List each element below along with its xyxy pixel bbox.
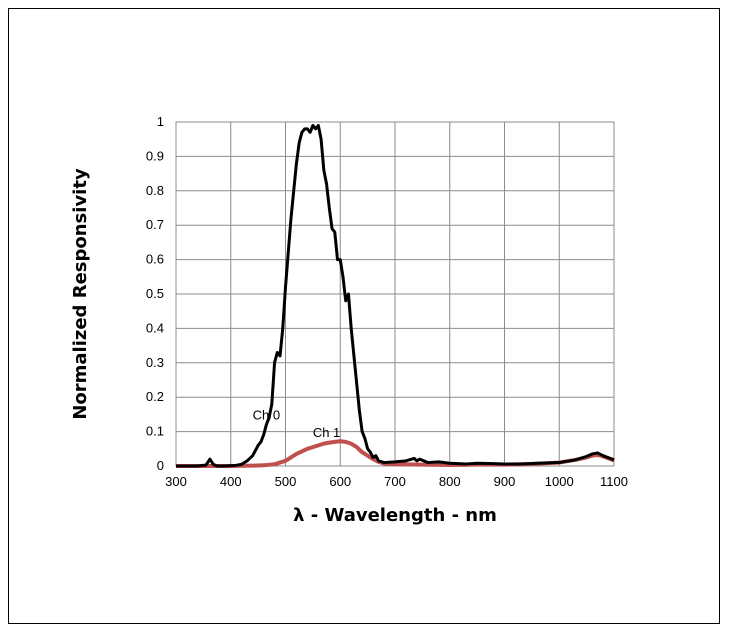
y-tick-label: 0.4: [146, 320, 164, 335]
x-axis-title: λ - Wavelength - nm: [293, 505, 497, 526]
y-tick-label: 0.3: [146, 355, 164, 370]
x-tick-label: 300: [165, 474, 187, 489]
grid-lines: [175, 121, 615, 467]
y-tick-label: 0.8: [146, 183, 164, 198]
x-tick-labels: 300 400 500 600 700 800 900 1000 1100: [165, 474, 628, 489]
x-tick-label: 500: [275, 474, 297, 489]
series-line-ch-0: [176, 123, 615, 468]
annotation-layer: Ch 0 Ch 1: [253, 408, 341, 440]
y-tick-label: 0.9: [146, 148, 164, 163]
annotation-label: Ch 1: [313, 425, 340, 440]
y-tick-label: 0: [157, 458, 164, 473]
y-tick-labels: 0 0.1 0.2 0.3 0.4 0.5 0.6 0.7 0.8 0.9 1: [146, 114, 164, 473]
chart-svg: 300 400 500 600 700 800 900 1000 1100 0 0.1 0.2 0.3…: [70, 114, 628, 526]
y-tick-label: 0.7: [146, 217, 164, 232]
x-tick-label: 1000: [545, 474, 574, 489]
y-axis-title: Normalized Responsivity: [70, 168, 91, 420]
x-tick-label: 1100: [600, 474, 628, 489]
y-tick-label: 0.5: [146, 286, 164, 301]
x-tick-label: 900: [494, 474, 516, 489]
x-tick-label: 400: [220, 474, 242, 489]
y-tick-label: 1: [157, 114, 164, 129]
x-tick-label: 700: [384, 474, 406, 489]
y-tick-label: 0.6: [146, 252, 164, 267]
x-tick-label: 600: [329, 474, 351, 489]
series-layer: [176, 123, 615, 468]
x-tick-label: 800: [439, 474, 461, 489]
y-tick-label: 0.2: [146, 389, 164, 404]
y-tick-label: 0.1: [146, 424, 164, 439]
annotation-label: Ch 0: [253, 408, 280, 423]
chart-frame: 300 400 500 600 700 800 900 1000 1100 0 0.1 0.2 0.3…: [8, 8, 720, 624]
